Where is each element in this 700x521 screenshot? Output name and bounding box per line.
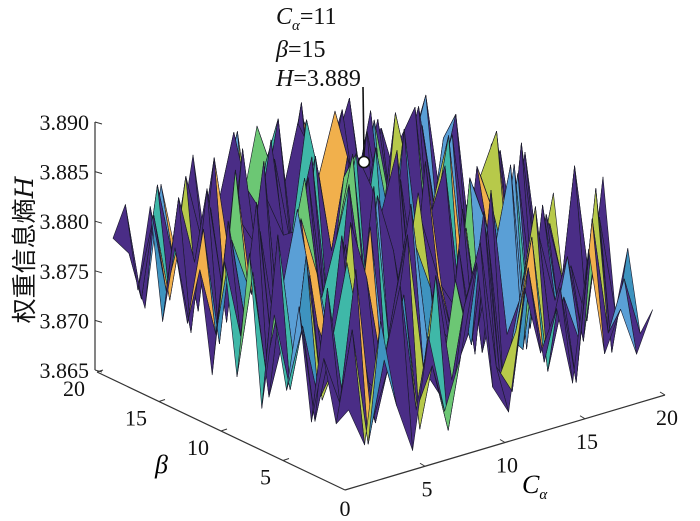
z-tick xyxy=(94,319,103,323)
y-tick-label: 5 xyxy=(260,465,271,490)
z-tick xyxy=(94,121,103,125)
surface xyxy=(112,94,653,451)
y-tick xyxy=(282,458,290,461)
z-tick-label: 3.870 xyxy=(40,308,90,333)
x-tick-label: 20 xyxy=(656,405,678,430)
tick-labels: 3.865 3.870 3.875 3.880 3.885 3.890 5 10 15 20 5 10… xyxy=(40,110,679,521)
x-tick xyxy=(659,391,666,396)
annotation-line-calpha: Cα=11 xyxy=(276,4,337,34)
z-tick-label: 3.890 xyxy=(40,110,90,135)
origin-tick-label: 0 xyxy=(340,496,351,521)
y-tick-label: 15 xyxy=(125,406,147,431)
y-tick xyxy=(96,369,104,373)
y-axis-label: β xyxy=(155,450,168,479)
x-tick xyxy=(579,415,586,420)
annotation-leader-line xyxy=(362,86,365,157)
annotation-marker xyxy=(357,155,371,169)
axes xyxy=(94,121,666,491)
annotation-line-beta: β=15 xyxy=(276,37,326,63)
y-tick-label: 20 xyxy=(63,376,85,401)
x-tick-label: 10 xyxy=(496,453,518,478)
surface-cell xyxy=(335,329,365,446)
x-axis-label: Cα xyxy=(522,470,548,504)
z-tick-label: 3.875 xyxy=(40,259,90,284)
y-tick xyxy=(158,399,166,402)
z-tick xyxy=(94,171,103,175)
x-tick xyxy=(419,462,426,467)
x-tick-label: 5 xyxy=(422,476,433,501)
y-tick xyxy=(220,428,228,432)
z-tick xyxy=(94,220,103,224)
x-tick-label: 15 xyxy=(576,429,598,454)
z-axis-label: 权重信息熵H xyxy=(10,176,39,324)
z-tick-label: 3.880 xyxy=(40,209,90,234)
z-tick xyxy=(94,270,103,274)
z-tick-label: 3.865 xyxy=(40,358,90,383)
z-tick-label: 3.885 xyxy=(40,160,90,185)
y-tick-label: 10 xyxy=(187,435,209,460)
annotation-line-h: H=3.889 xyxy=(276,66,361,92)
x-tick xyxy=(499,439,506,443)
